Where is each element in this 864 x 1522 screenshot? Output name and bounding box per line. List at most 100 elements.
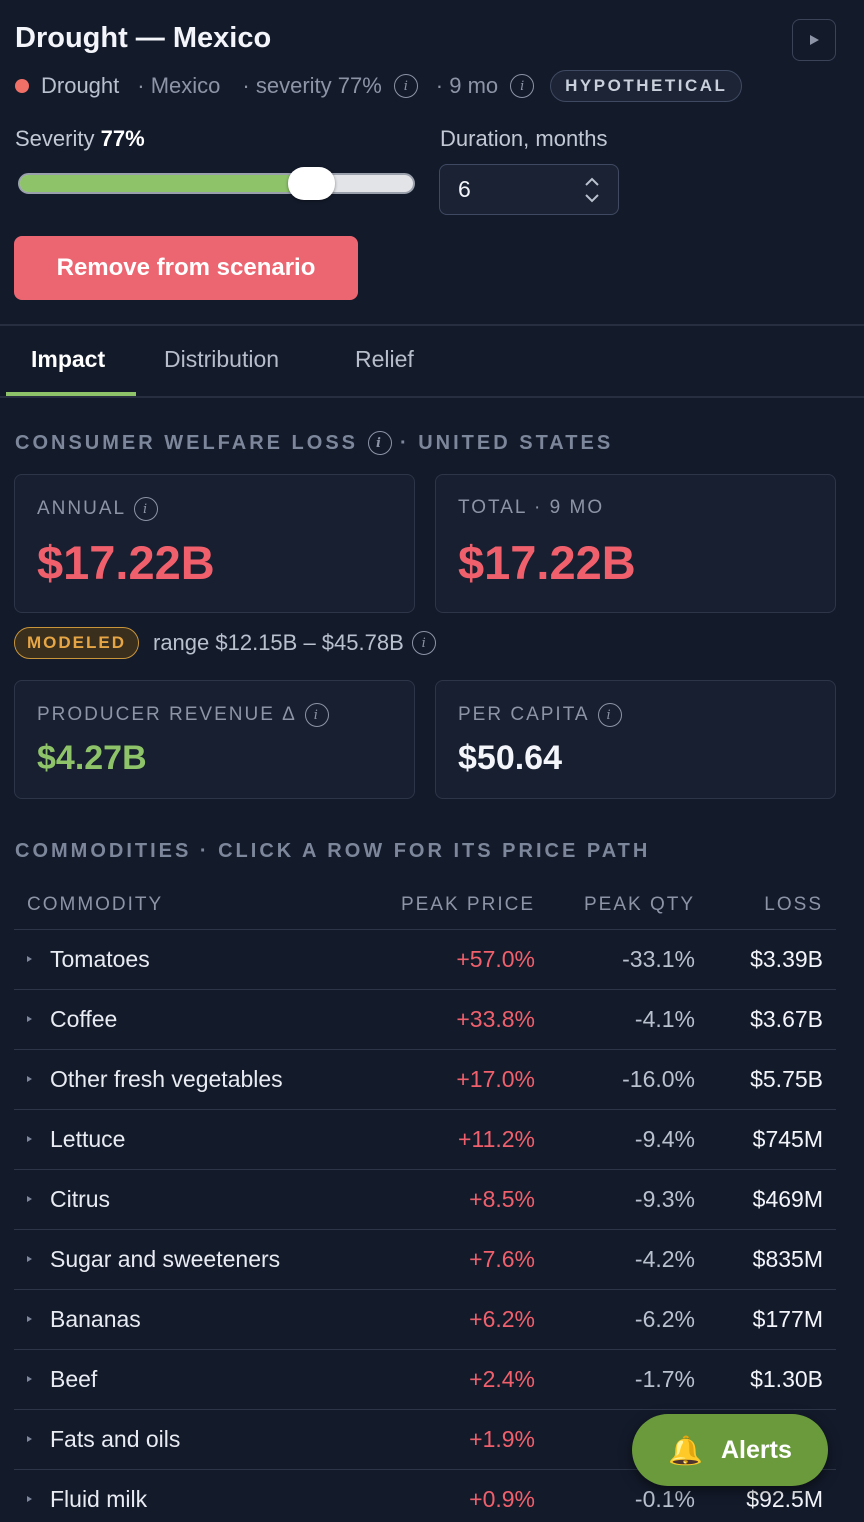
- loss-value: $177M: [752, 1306, 823, 1332]
- col-peak-price: PEAK PRICE: [400, 894, 535, 915]
- loss-value: $1.30B: [750, 1366, 823, 1392]
- expand-triangle-icon: [27, 1316, 32, 1322]
- per-capita-label: PER CAPITA i: [458, 703, 622, 727]
- peak-price: +57.0%: [456, 946, 535, 972]
- producer-info-icon[interactable]: i: [304, 703, 329, 727]
- table-row[interactable]: Lettuce +11.2% -9.4% $745M: [14, 1109, 836, 1169]
- status-dot: [15, 79, 29, 93]
- peak-qty: -33.1%: [622, 946, 695, 972]
- commodity-name: Citrus: [50, 1186, 111, 1212]
- alerts-label: Alerts: [721, 1435, 792, 1464]
- peak-price: +33.8%: [456, 1006, 535, 1032]
- expand-triangle-icon: [27, 956, 32, 962]
- commodity-name: Coffee: [50, 1006, 118, 1032]
- duration-input[interactable]: 6: [439, 164, 619, 215]
- loss-value: $92.5M: [746, 1486, 823, 1512]
- duration-label: Duration, months: [440, 126, 608, 151]
- peak-price: +1.9%: [469, 1426, 535, 1452]
- peak-qty: -9.4%: [634, 1126, 695, 1152]
- commodity-name: Fluid milk: [50, 1486, 148, 1512]
- tab-relief[interactable]: Relief: [355, 346, 414, 372]
- severity-slider[interactable]: [18, 173, 415, 194]
- severity-slider-thumb[interactable]: [288, 167, 335, 200]
- per-capita-card: PER CAPITA i $50.64: [435, 680, 836, 799]
- commodity-name: Fats and oils: [50, 1426, 181, 1452]
- scenario-meta: Drought · Mexico · severity 77% i · 9 mo…: [15, 70, 743, 102]
- col-loss: LOSS: [764, 894, 823, 915]
- alerts-button[interactable]: 🔔 Alerts: [632, 1414, 828, 1486]
- table-row[interactable]: Bananas +6.2% -6.2% $177M: [14, 1289, 836, 1349]
- loss-value: $3.67B: [750, 1006, 823, 1032]
- table-row[interactable]: Citrus +8.5% -9.3% $469M: [14, 1169, 836, 1229]
- severity-slider-fill: [20, 175, 323, 192]
- meta-duration: · 9 mo: [435, 73, 499, 98]
- table-row[interactable]: Fluid milk +0.9% -0.1% $92.5M: [14, 1469, 836, 1522]
- bell-icon: 🔔: [668, 1434, 703, 1466]
- loss-value: $5.75B: [750, 1066, 823, 1092]
- peak-qty: -16.0%: [622, 1066, 695, 1092]
- active-tab-indicator: [6, 392, 136, 396]
- peak-qty: -4.1%: [634, 1006, 695, 1032]
- duration-value: 6: [458, 176, 471, 202]
- severity-info-icon[interactable]: i: [393, 74, 418, 98]
- producer-revenue-card: PRODUCER REVENUE Δ i $4.27B: [14, 680, 415, 799]
- peak-price: +2.4%: [469, 1366, 535, 1392]
- commodity-name: Other fresh vegetables: [50, 1066, 283, 1092]
- per-capita-value: $50.64: [458, 739, 562, 777]
- peak-qty: -6.2%: [634, 1306, 695, 1332]
- welfare-info-icon[interactable]: i: [368, 431, 393, 455]
- table-row[interactable]: Sugar and sweeteners +7.6% -4.2% $835M: [14, 1229, 836, 1289]
- peak-price: +7.6%: [469, 1246, 535, 1272]
- commodities-heading: COMMODITIES · CLICK A ROW FOR ITS PRICE …: [15, 840, 651, 862]
- tab-distribution[interactable]: Distribution: [164, 346, 280, 372]
- col-peak-qty: PEAK QTY: [583, 894, 695, 915]
- expand-triangle-icon: [27, 1016, 32, 1022]
- welfare-heading: CONSUMER WELFARE LOSS i · UNITED STATES: [15, 431, 614, 455]
- severity-label: Severity 77%: [15, 126, 145, 151]
- commodity-name: Beef: [50, 1366, 98, 1392]
- commodity-name: Lettuce: [50, 1126, 126, 1152]
- annual-info-icon[interactable]: i: [134, 497, 159, 521]
- col-commodity: COMMODITY: [27, 894, 164, 915]
- expand-triangle-icon: [27, 1256, 32, 1262]
- annual-card: ANNUAL i $17.22B: [14, 474, 415, 613]
- peak-qty: -0.1%: [634, 1486, 695, 1512]
- table-row[interactable]: Tomatoes +57.0% -33.1% $3.39B: [14, 929, 836, 989]
- modeled-badge: MODELED: [14, 627, 139, 659]
- peak-qty: -9.3%: [634, 1186, 695, 1212]
- hypothetical-badge: HYPOTHETICAL: [550, 70, 743, 102]
- total-card: TOTAL · 9 MO $17.22B: [435, 474, 836, 613]
- expand-triangle-icon: [27, 1196, 32, 1202]
- table-row[interactable]: Beef +2.4% -1.7% $1.30B: [14, 1349, 836, 1409]
- producer-label: PRODUCER REVENUE Δ i: [37, 703, 329, 727]
- stepper-icon[interactable]: [584, 175, 600, 205]
- play-icon: [810, 35, 819, 45]
- loss-value: $3.39B: [750, 946, 823, 972]
- table-row[interactable]: Coffee +33.8% -4.1% $3.67B: [14, 989, 836, 1049]
- meta-severity: · severity 77%: [242, 73, 382, 98]
- loss-value: $835M: [752, 1246, 823, 1272]
- tab-impact[interactable]: Impact: [31, 346, 106, 372]
- total-label: TOTAL · 9 MO: [458, 497, 605, 518]
- remove-from-scenario-button[interactable]: Remove from scenario: [14, 236, 358, 300]
- peak-price: +0.9%: [469, 1486, 535, 1512]
- expand-triangle-icon: [27, 1496, 32, 1502]
- tabs-divider: [0, 396, 864, 398]
- range-info-icon[interactable]: i: [411, 631, 436, 655]
- peak-qty: -1.7%: [634, 1366, 695, 1392]
- peak-price: +8.5%: [469, 1186, 535, 1212]
- duration-info-icon[interactable]: i: [510, 74, 535, 98]
- annual-value: $17.22B: [37, 536, 215, 589]
- per-capita-info-icon[interactable]: i: [597, 703, 622, 727]
- divider: [0, 324, 864, 326]
- peak-price: +6.2%: [469, 1306, 535, 1332]
- page-title: Drought — Mexico: [15, 22, 272, 54]
- table-row[interactable]: Other fresh vegetables +17.0% -16.0% $5.75B: [14, 1049, 836, 1109]
- commodity-name: Bananas: [50, 1306, 141, 1332]
- expand-triangle-icon: [27, 1376, 32, 1382]
- expand-triangle-icon: [27, 1076, 32, 1082]
- loss-value: $469M: [752, 1186, 823, 1212]
- severity-value: 77%: [100, 126, 145, 151]
- play-button[interactable]: [792, 19, 836, 61]
- peak-qty: -4.2%: [634, 1246, 695, 1272]
